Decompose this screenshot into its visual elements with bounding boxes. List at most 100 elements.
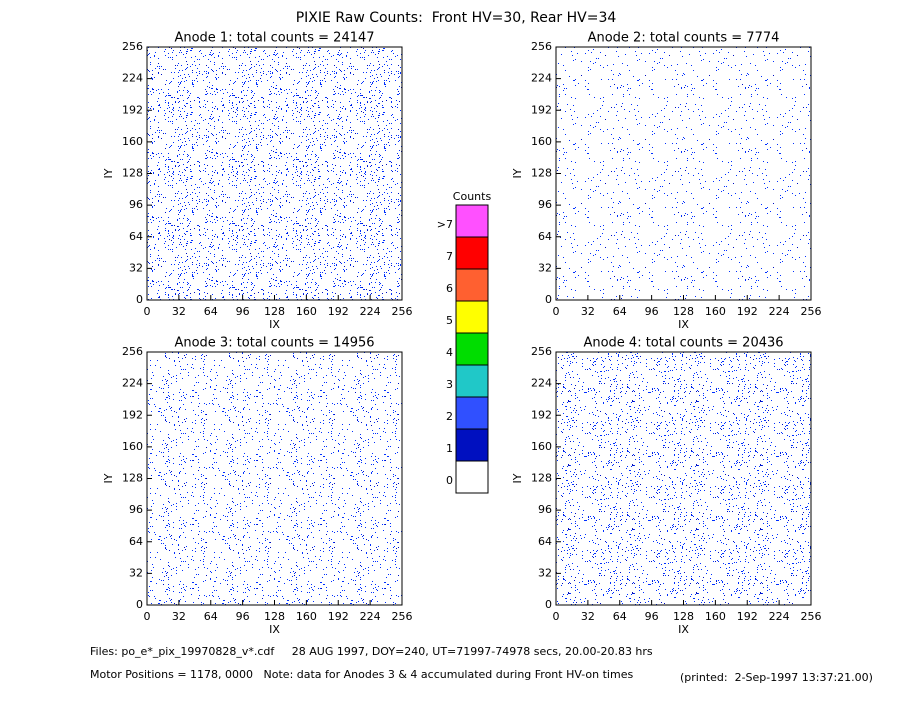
y-tick-label: 0: [136, 293, 143, 306]
x-tick-label: 160: [296, 305, 317, 318]
colorbar-box: [455, 236, 489, 270]
x-tick-label: 256: [392, 610, 413, 623]
y-tick-label: 0: [545, 598, 552, 611]
y-tick-label: 192: [122, 103, 143, 116]
x-tick-label: 224: [769, 305, 790, 318]
footer-printed: (printed: 2-Sep-1997 13:37:21.00): [680, 671, 873, 684]
colorbar-box: [455, 460, 489, 494]
x-tick-label: 0: [553, 610, 560, 623]
y-tick-label: 32: [538, 261, 552, 274]
x-tick-label: 224: [360, 305, 381, 318]
page-title: PIXIE Raw Counts: Front HV=30, Rear HV=3…: [296, 10, 617, 26]
colorbar-box: [455, 396, 489, 430]
colorbar-label: 2: [446, 410, 453, 423]
x-axis-label: IX: [269, 623, 280, 636]
y-tick-label: 128: [122, 167, 143, 180]
y-axis-label: IY: [511, 168, 524, 178]
y-tick-label: 128: [531, 167, 552, 180]
y-tick-label: 224: [531, 72, 552, 85]
x-tick-label: 256: [801, 610, 822, 623]
y-tick-label: 128: [531, 472, 552, 485]
x-tick-label: 256: [392, 305, 413, 318]
colorbar-label: 6: [446, 282, 453, 295]
colorbar-label: 7: [446, 250, 453, 263]
y-tick-label: 0: [136, 598, 143, 611]
y-tick-label: 192: [531, 408, 552, 421]
x-tick-label: 128: [264, 305, 285, 318]
y-tick-label: 32: [129, 261, 143, 274]
x-tick-label: 96: [236, 610, 250, 623]
x-tick-label: 256: [801, 305, 822, 318]
image-area: [147, 352, 402, 605]
colorbar-box: [455, 364, 489, 398]
x-tick-label: 224: [360, 610, 381, 623]
x-tick-label: 96: [645, 610, 659, 623]
colorbar-label: 0: [446, 474, 453, 487]
x-tick-label: 160: [705, 305, 726, 318]
panel-title: Anode 1: total counts = 24147: [174, 31, 374, 46]
x-tick-label: 96: [236, 305, 250, 318]
colorbar-box: [455, 268, 489, 302]
x-tick-label: 64: [613, 305, 627, 318]
x-tick-label: 192: [328, 610, 349, 623]
y-axis-label: IY: [102, 168, 115, 178]
x-tick-label: 96: [645, 305, 659, 318]
x-tick-label: 160: [705, 610, 726, 623]
panel-title: Anode 2: total counts = 7774: [588, 31, 780, 46]
image-area: [556, 47, 811, 300]
x-tick-label: 128: [264, 610, 285, 623]
y-tick-label: 160: [122, 135, 143, 148]
y-tick-label: 224: [122, 377, 143, 390]
y-tick-label: 224: [122, 72, 143, 85]
x-tick-label: 160: [296, 610, 317, 623]
x-tick-label: 64: [204, 305, 218, 318]
x-tick-label: 192: [737, 305, 758, 318]
x-tick-label: 32: [581, 610, 595, 623]
y-tick-label: 160: [531, 135, 552, 148]
x-tick-label: 192: [328, 305, 349, 318]
y-tick-label: 64: [129, 535, 143, 548]
x-tick-label: 64: [204, 610, 218, 623]
y-tick-label: 256: [531, 345, 552, 358]
x-tick-label: 0: [144, 610, 151, 623]
colorbar-label: 4: [446, 346, 453, 359]
x-tick-label: 32: [581, 305, 595, 318]
x-tick-label: 64: [613, 610, 627, 623]
y-tick-label: 224: [531, 377, 552, 390]
y-tick-label: 64: [538, 230, 552, 243]
x-axis-label: IX: [678, 318, 689, 331]
colorbar-title: Counts: [453, 190, 492, 203]
y-tick-label: 160: [122, 440, 143, 453]
y-tick-label: 256: [122, 40, 143, 53]
y-tick-label: 128: [122, 472, 143, 485]
y-tick-label: 96: [538, 503, 552, 516]
footer-files: Files: po_e*_pix_19970828_v*.cdf 28 AUG …: [90, 645, 653, 658]
image-area: [556, 352, 811, 605]
colorbar-label: 3: [446, 378, 453, 391]
y-tick-label: 64: [538, 535, 552, 548]
y-tick-label: 32: [129, 566, 143, 579]
x-tick-label: 32: [172, 610, 186, 623]
colorbar-box: [455, 300, 489, 334]
x-axis-label: IX: [678, 623, 689, 636]
colorbar-box: [455, 428, 489, 462]
colorbar-label: >7: [437, 218, 453, 231]
colorbar-label: 5: [446, 314, 453, 327]
x-axis-label: IX: [269, 318, 280, 331]
x-tick-label: 0: [553, 305, 560, 318]
y-tick-label: 160: [531, 440, 552, 453]
y-tick-label: 32: [538, 566, 552, 579]
image-area: [147, 47, 402, 300]
y-tick-label: 96: [129, 198, 143, 211]
x-tick-label: 0: [144, 305, 151, 318]
y-tick-label: 96: [538, 198, 552, 211]
y-tick-label: 0: [545, 293, 552, 306]
y-tick-label: 256: [531, 40, 552, 53]
x-tick-label: 192: [737, 610, 758, 623]
y-tick-label: 64: [129, 230, 143, 243]
y-tick-label: 256: [122, 345, 143, 358]
x-tick-label: 128: [673, 610, 694, 623]
colorbar-label: 1: [446, 442, 453, 455]
y-tick-label: 192: [122, 408, 143, 421]
